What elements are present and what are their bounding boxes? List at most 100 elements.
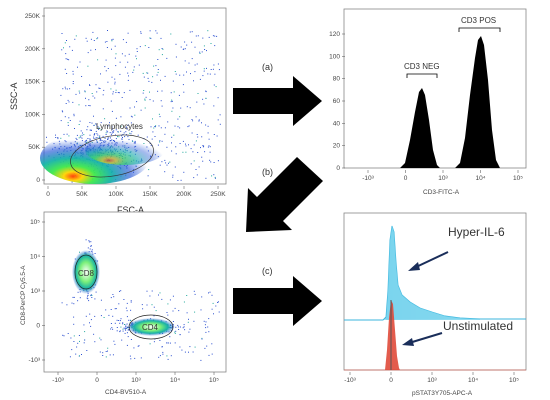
scatter2-event (87, 295, 88, 297)
scatter1-event (132, 71, 134, 73)
scatter1-event (79, 92, 81, 94)
scatter1-y-tick: 250K (25, 13, 41, 20)
scatter1-event (129, 107, 131, 109)
scatter1-event (93, 40, 95, 41)
scatter1-event (66, 58, 68, 60)
scatter2-event (110, 309, 112, 310)
scatter1-event (213, 84, 215, 86)
scatter1-event (142, 92, 144, 94)
scatter1-event (161, 48, 163, 49)
scatter2-event (179, 334, 181, 336)
scatter1-event (207, 125, 209, 127)
scatter2-event (84, 331, 86, 333)
scatter2-event (61, 302, 63, 304)
scatter2-event (200, 309, 202, 311)
scatter2-event (194, 311, 196, 313)
scatter1-event (166, 164, 168, 166)
scatter2-event (99, 351, 101, 353)
scatter2-event (114, 322, 116, 324)
scatter2-event (103, 317, 105, 318)
scatter2-event (151, 290, 153, 292)
scatter1-event (157, 90, 159, 92)
scatter1-event (182, 84, 184, 86)
scatter1-event (179, 143, 181, 144)
scatter1-event (72, 73, 74, 75)
scatter2-plot-frame (43, 211, 227, 373)
scatter1-event (202, 75, 204, 77)
step-c-label: (c) (262, 266, 273, 276)
scatter1-event (202, 145, 204, 147)
scatter2-event (124, 332, 126, 334)
scatter1-event (214, 73, 216, 75)
scatter1-event (89, 122, 91, 123)
scatter2-event (105, 356, 107, 358)
scatter1-y-tick: 0 (36, 177, 40, 184)
scatter2-event (79, 297, 81, 299)
scatter2-event (192, 351, 194, 353)
scatter1-event (198, 119, 200, 121)
scatter1-event (188, 144, 189, 146)
scatter1-event (165, 162, 167, 164)
scatter2-event (118, 303, 120, 305)
scatter2-event (124, 324, 125, 325)
scatter1-event (127, 72, 129, 74)
scatter2-event (73, 323, 75, 325)
scatter1-event (148, 169, 150, 171)
scatter1-event (46, 136, 47, 138)
scatter1-event (197, 93, 199, 94)
scatter1-event (186, 44, 188, 46)
scatter2-event (203, 320, 205, 322)
scatter2-event (186, 312, 188, 314)
scatter1-event (150, 37, 152, 39)
scatter1-event (98, 127, 100, 129)
scatter1-event (115, 129, 117, 131)
scatter1-event (194, 71, 196, 73)
scatter2-event (169, 342, 171, 344)
scatter1-event (78, 124, 80, 125)
scatter1-event (117, 131, 119, 133)
scatter1-event (180, 46, 182, 48)
scatter1-event (99, 88, 101, 89)
scatter-ssc-fsc-panel: Lymphocytes SSC-A FSC-A 250K 200K 150K 100K… (9, 7, 227, 215)
scatter2-event (118, 320, 120, 321)
scatter1-event (172, 176, 174, 178)
scatter1-event (151, 81, 153, 83)
scatter1-event (189, 31, 191, 33)
scatter1-event (180, 107, 182, 109)
scatter2-event (188, 331, 190, 333)
scatter1-event (155, 125, 157, 127)
scatter2-event (126, 310, 128, 312)
scatter2-event (114, 343, 116, 345)
scatter2-event (172, 321, 174, 322)
scatter1-event (217, 160, 219, 162)
scatter1-event (66, 133, 68, 135)
scatter1-event (107, 30, 108, 31)
scatter2-event (188, 351, 189, 353)
scatter2-event (73, 303, 75, 305)
scatter1-event (149, 91, 150, 93)
scatter1-event (164, 75, 166, 77)
scatter1-event (114, 57, 116, 59)
scatter1-event (158, 113, 160, 115)
scatter1-event (122, 134, 124, 135)
scatter2-event (134, 357, 136, 359)
scatter1-event (215, 86, 217, 88)
scatter1-event (66, 40, 67, 41)
scatter1-event (192, 120, 194, 122)
scatter1-event (171, 150, 173, 152)
scatter1-event (111, 48, 112, 50)
scatter2-event (122, 330, 124, 332)
scatter1-event (91, 122, 93, 124)
scatter1-event (62, 88, 64, 90)
scatter1-event (159, 140, 161, 142)
scatter2-event (211, 308, 213, 310)
scatter2-event (73, 316, 75, 318)
scatter2-event (120, 290, 122, 292)
scatter1-event (131, 116, 133, 118)
scatter2-event (83, 342, 85, 344)
hist1-x-tick: 10⁴ (475, 175, 485, 182)
scatter1-event (104, 66, 106, 68)
scatter2-event (94, 341, 96, 343)
scatter1-y-tick: 50K (28, 144, 40, 151)
scatter2-event (109, 354, 111, 356)
